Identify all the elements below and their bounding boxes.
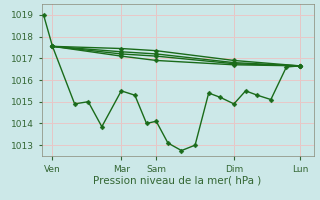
X-axis label: Pression niveau de la mer( hPa ): Pression niveau de la mer( hPa ) (93, 175, 262, 185)
